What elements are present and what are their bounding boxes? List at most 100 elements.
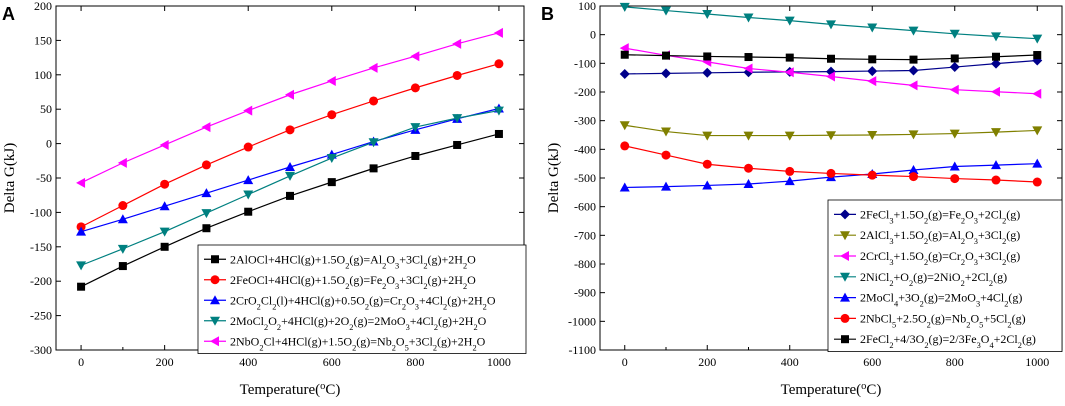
panel-b-x-axis-title: Temperature(oC)	[781, 381, 882, 399]
panel-b-data-point	[908, 164, 919, 174]
panel-a-legend-item: 2CrO2Cl2(l)+4HCl(g)+0.5O2(g)=Cr2O3+4Cl2(…	[204, 293, 496, 311]
panel-b-legend-marker	[841, 335, 849, 344]
panel-b-y-tick-label: -800	[574, 257, 596, 271]
panel-a-y-tick-label: -250	[30, 309, 52, 323]
panel-a-data-point	[76, 261, 87, 271]
panel-b-x-tick-label: 1000	[1025, 355, 1049, 369]
panel-b-data-point	[743, 131, 754, 141]
panel-b-legend-marker	[840, 272, 850, 282]
panel-b-data-point	[619, 121, 630, 131]
panel-a-legend-label: 2AlOCl+4HCl(g)+1.5O2(g)=Al2O3+3Cl2(g)+2H…	[230, 252, 476, 270]
panel-b-y-tick-label: -500	[574, 171, 596, 185]
panel-a-legend-label: 2CrO2Cl2(l)+4HCl(g)+0.5O2(g)=Cr2O3+4Cl2(…	[230, 293, 496, 311]
panel-b-data-point	[908, 80, 918, 91]
panel-b-data-point	[827, 54, 835, 63]
panel-a-y-tick-label: -150	[30, 240, 52, 254]
panel-b-data-point	[826, 20, 836, 30]
panel-a-x-tick-label: 200	[156, 355, 174, 369]
panel-b-data-point	[868, 55, 877, 64]
panel-a-data-point	[285, 161, 295, 171]
panel-a-data-point	[243, 142, 253, 152]
panel-a-data-point	[327, 110, 337, 120]
panel-a-series-1	[77, 129, 503, 291]
panel-a-legend-item: 2AlOCl+4HCl(g)+1.5O2(g)=Al2O3+3Cl2(g)+2H…	[204, 252, 476, 270]
panel-a-data-point	[160, 179, 170, 189]
panel-b-legend: 2FeCl3+1.5O2(g)=Fe2O3+2Cl2(g) 2AlCl3+1.5O…	[827, 199, 1063, 353]
panel-b-data-point	[1032, 126, 1043, 136]
panel-b-data-point	[1032, 177, 1042, 187]
panel-a-series-2	[76, 59, 504, 232]
panel-a-x-axis-title: Temperature(oC)	[240, 381, 341, 399]
panel-b-y-tick-label: -200	[574, 85, 596, 99]
panel-b-data-point	[662, 51, 670, 60]
panel-a-data-point	[201, 209, 212, 219]
panel-a-data-point	[201, 160, 211, 170]
panel-b-data-point	[661, 127, 671, 137]
panel-b-legend-item: 2FeCl3+1.5O2(g)=Fe2O3+2Cl2(g)	[834, 207, 1020, 225]
panel-b-data-point	[702, 159, 712, 169]
panel-b-series-2	[619, 121, 1043, 141]
panel-b-y-tick-label: -1100	[568, 343, 596, 357]
panel-b-x-tick-label: 200	[698, 355, 716, 369]
panel-a-y-tick-label: 150	[34, 33, 52, 47]
panel-a-data-point	[369, 96, 379, 106]
panel-a-data-point	[494, 129, 503, 138]
panel-b-data-point	[991, 160, 1001, 170]
panel-a-data-point	[410, 83, 420, 93]
panel-a-legend-marker	[210, 336, 219, 347]
panel-a-data-point	[285, 171, 295, 181]
panel-a-data-point	[410, 51, 420, 62]
panel-a-legend-marker	[210, 316, 220, 326]
panel-b: B 0 200 400 600 800 1000-1100-1000-900-800-70…	[541, 0, 1063, 399]
panel-b-data-point	[702, 131, 713, 141]
panel-b-legend-item: 2AlCl3+1.5O2(g)=Al2O3+3Cl2(g)	[834, 228, 1020, 246]
panel-b-legend-marker	[840, 209, 850, 220]
panel-b-data-point	[908, 130, 919, 140]
panel-b-y-tick-label: -700	[574, 228, 596, 242]
panel-a-data-point	[117, 214, 128, 224]
panel-b-data-point	[1032, 158, 1043, 168]
panel-b-data-point	[661, 6, 671, 16]
panel-b-y-tick-label: 100	[578, 0, 596, 13]
panel-a-x-tick-label: 800	[406, 355, 424, 369]
panel-a-legend-marker	[210, 295, 220, 305]
panel-b-data-point	[703, 52, 712, 61]
panel-b-data-point	[661, 68, 671, 79]
panel-b-x-tick-label: 400	[781, 355, 799, 369]
panel-a-data-point	[118, 262, 127, 271]
panel-b-data-point	[619, 182, 630, 192]
panel-a-series-5	[76, 27, 503, 188]
panel-a-data-point	[326, 75, 336, 86]
panel-b-legend-label: 2CrCl3+1.5O2(g)=Cr2O3+3Cl2(g)	[860, 249, 1020, 267]
panel-b-data-point	[826, 131, 836, 141]
panel-b-data-point	[991, 58, 1001, 69]
panel-a-y-axis-title: Delta G(kJ)	[2, 143, 18, 213]
panel-a-legend-item: 2FeOCl+4HCl(g)+1.5O2(g)=Fe2O3+3Cl2(g)+2H…	[204, 273, 476, 290]
panel-b-data-point	[1033, 51, 1042, 60]
panel-b-data-point	[1032, 34, 1043, 44]
panel-a-data-point	[410, 123, 421, 133]
panel-a-data-point	[117, 244, 128, 254]
panel-b-legend-marker	[840, 313, 850, 323]
panel-b-data-point	[949, 161, 960, 171]
panel-b-y-tick-label: -900	[574, 286, 596, 300]
panel-b-data-point	[784, 176, 795, 186]
panel-a-legend-label: 2MoCl2O2+4HCl(g)+2O2(g)=2MoO3+4Cl2(g)+2H…	[230, 314, 487, 332]
panel-a-series-line	[80, 63, 500, 228]
panel-b-legend-item: 2NiCl2+O2(g)=2NiO2+2Cl2(g)	[834, 270, 1007, 287]
panel-b-data-point	[785, 53, 794, 62]
panel-a-data-point	[76, 177, 86, 188]
panel-a-data-point	[368, 138, 379, 148]
panel-b-data-point	[743, 179, 754, 189]
panel-a-legend-marker	[210, 275, 220, 285]
panel-b-data-point	[950, 174, 960, 184]
panel-b-legend-item: 2FeCl2+4/3O2(g)=2/3Fe3O4+2Cl2(g)	[834, 332, 1036, 350]
panel-b-data-point	[992, 52, 1000, 61]
panel-a-data-point	[326, 154, 337, 164]
panel-a-letter: A	[2, 4, 15, 24]
panel-b-data-point	[620, 141, 630, 151]
panel-b-data-point	[744, 53, 753, 62]
panel-a-legend-item: 2MoCl2O2+4HCl(g)+2O2(g)=2MoO3+4Cl2(g)+2H…	[204, 314, 487, 332]
panel-b-data-point	[949, 84, 959, 95]
panel-a-data-point	[118, 201, 128, 211]
